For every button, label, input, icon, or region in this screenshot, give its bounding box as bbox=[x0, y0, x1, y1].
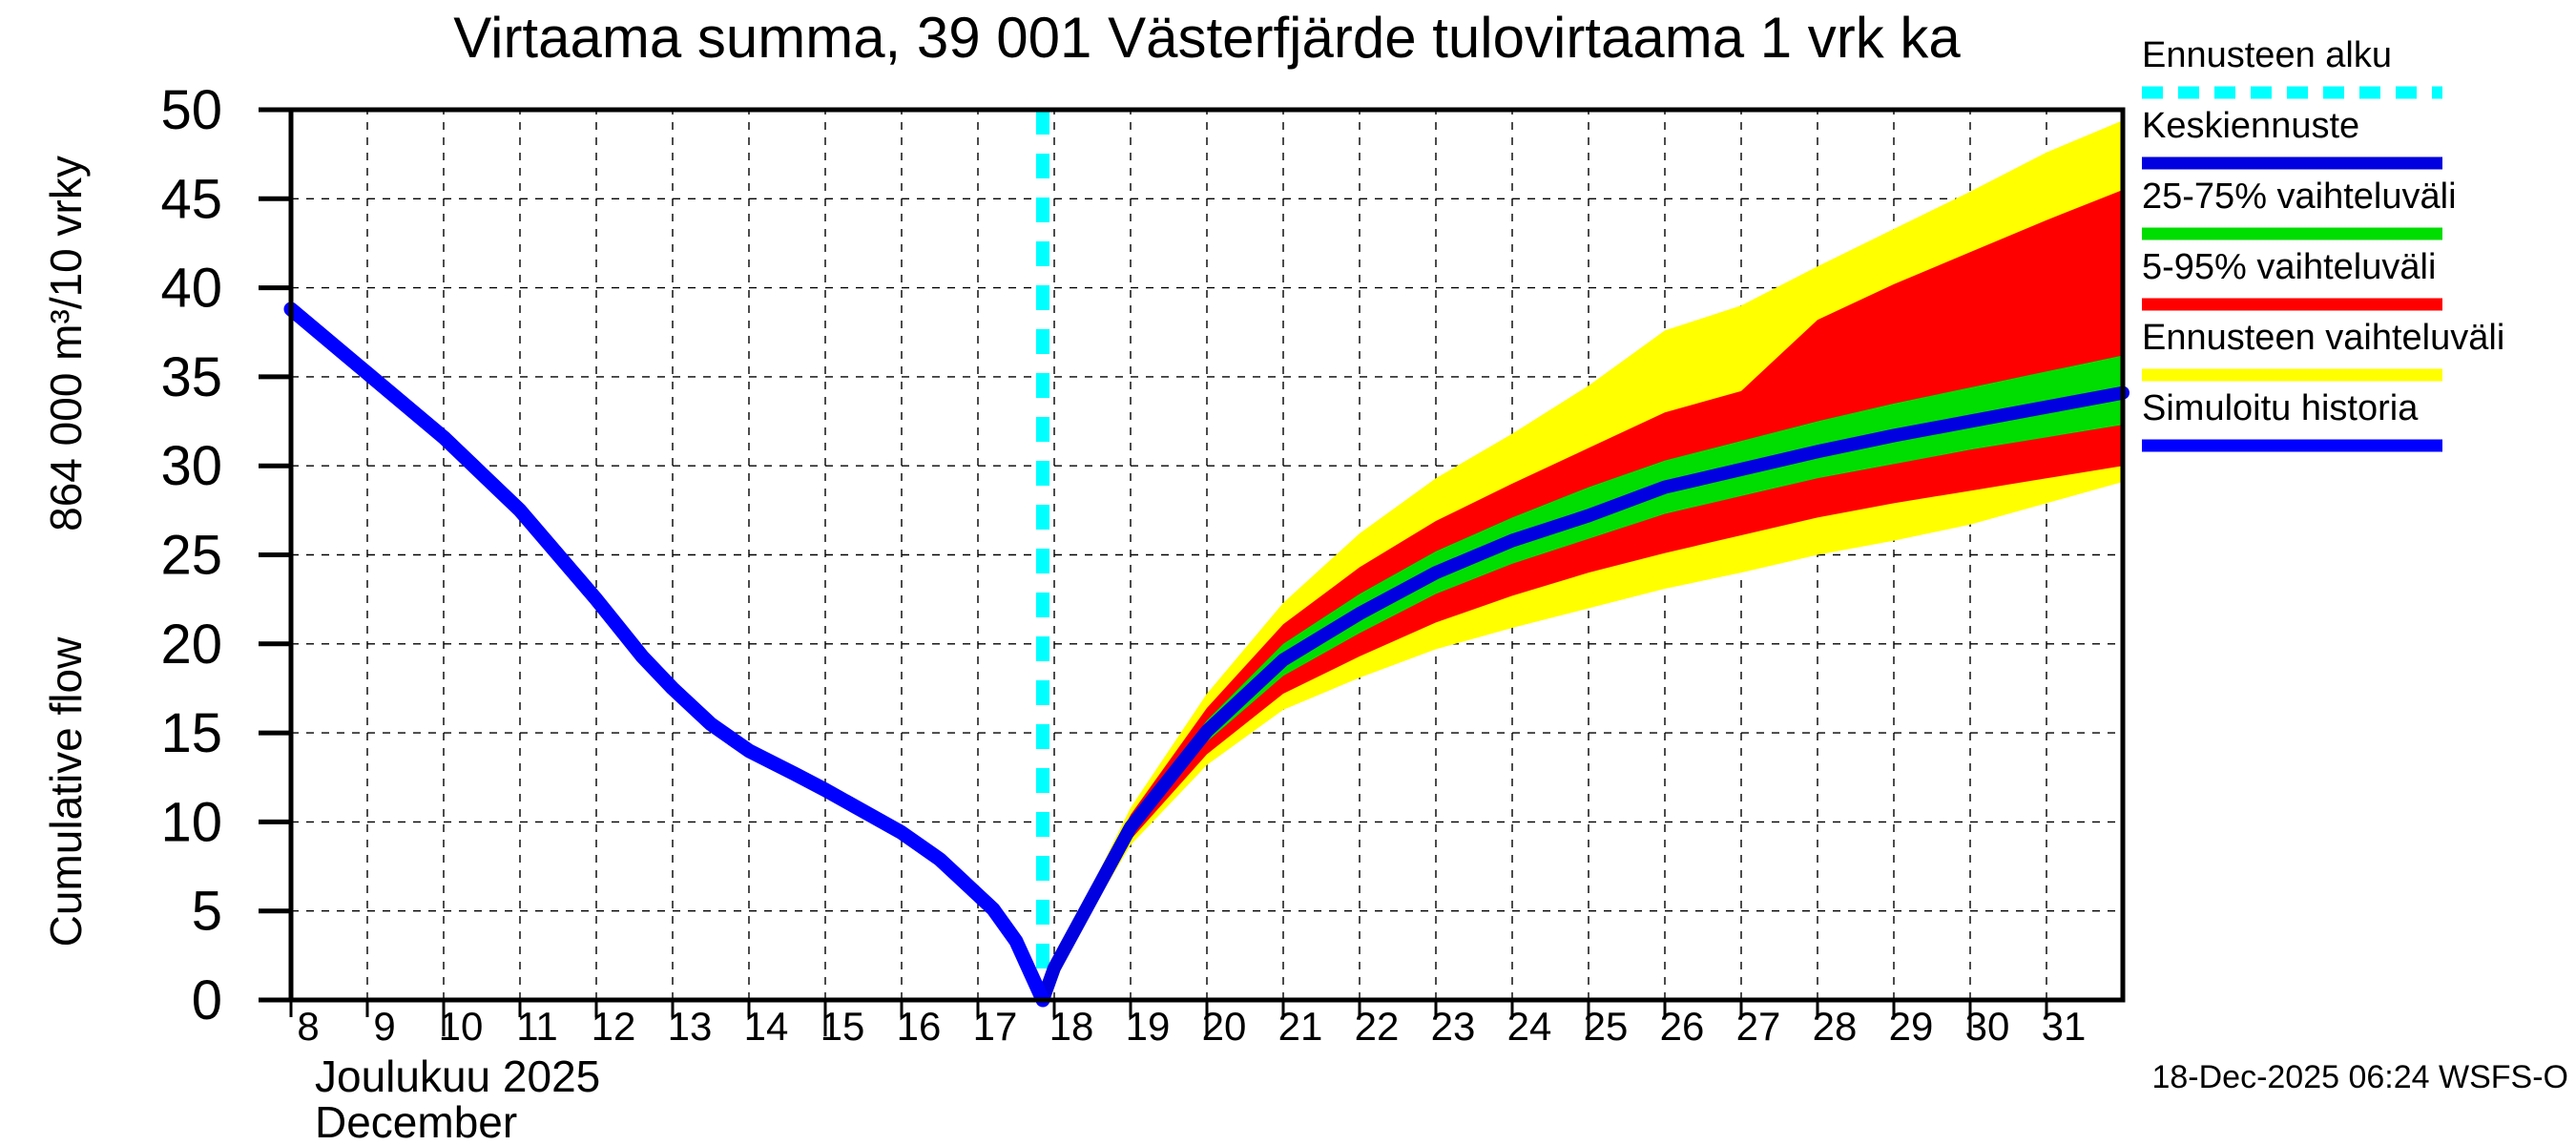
y-tick-label: 25 bbox=[160, 525, 222, 587]
x-axis-month-en: December bbox=[315, 1097, 517, 1145]
x-tick-label: 27 bbox=[1736, 1004, 1781, 1049]
data-lines bbox=[283, 302, 2129, 1008]
legend-label: Keskiennuste bbox=[2142, 106, 2359, 146]
x-tick-label: 26 bbox=[1660, 1004, 1705, 1049]
x-tick-label: 22 bbox=[1355, 1004, 1400, 1049]
x-tick-label: 14 bbox=[744, 1004, 789, 1049]
y-tick-label: 30 bbox=[160, 435, 222, 497]
plot-frame-and-ticks bbox=[259, 107, 2126, 1036]
forecast-bands bbox=[1043, 120, 2123, 1001]
x-tick-label: 11 bbox=[516, 1004, 558, 1049]
legend-item: 5-95% vaihteluväli bbox=[2142, 247, 2442, 311]
y-tick-label: 0 bbox=[192, 969, 222, 1031]
median-forecast-line bbox=[1036, 385, 2129, 1007]
y-tick-label: 20 bbox=[160, 614, 222, 676]
x-tick-label: 29 bbox=[1889, 1004, 1934, 1049]
x-tick-label: 17 bbox=[973, 1004, 1018, 1049]
legend-item: 25-75% vaihteluväli bbox=[2142, 177, 2457, 240]
x-tick-label: 31 bbox=[2042, 1004, 2087, 1049]
y-tick-labels: 0 5 10 15 20 25 30 35 40 45 50 bbox=[160, 79, 222, 1031]
legend-item: Ennusteen vaihteluväli bbox=[2142, 318, 2504, 382]
y-tick-label: 40 bbox=[160, 258, 222, 320]
x-tick-label: 19 bbox=[1126, 1004, 1171, 1049]
x-tick-label: 20 bbox=[1202, 1004, 1247, 1049]
y-tick-label: 10 bbox=[160, 791, 222, 853]
y-tick-label: 5 bbox=[192, 881, 222, 943]
x-tick-label: 12 bbox=[592, 1004, 636, 1049]
x-tick-label: 13 bbox=[668, 1004, 713, 1049]
timestamp: 18-Dec-2025 06:24 WSFS-O bbox=[2151, 1059, 2568, 1095]
y-tick-label: 35 bbox=[160, 346, 222, 408]
y-axis-label-unit: 864 000 m³/10 vrky bbox=[41, 156, 91, 531]
y-tick-label: 50 bbox=[160, 79, 222, 141]
legend: Ennusteen alku Keskiennuste 25-75% vaihtel… bbox=[2142, 35, 2504, 452]
legend-label: 5-95% vaihteluväli bbox=[2142, 247, 2436, 287]
x-tick-label: 9 bbox=[373, 1004, 395, 1049]
x-tick-labels: 8 9 10 11 12 13 14 15 16 17 18 19 20 21 22 23 24 25 26 27 28… bbox=[297, 1004, 2086, 1049]
x-tick-label: 16 bbox=[897, 1004, 942, 1049]
legend-item: Ennusteen alku bbox=[2142, 35, 2442, 99]
y-tick-label: 45 bbox=[160, 168, 222, 230]
x-tick-label: 30 bbox=[1965, 1004, 2010, 1049]
y-axis-label-name: Cumulative flow bbox=[41, 636, 91, 947]
x-tick-label: 15 bbox=[821, 1004, 865, 1049]
x-axis-month-fi: Joulukuu 2025 bbox=[315, 1051, 600, 1101]
legend-label: Simuloitu historia bbox=[2142, 388, 2419, 428]
legend-item: Keskiennuste bbox=[2142, 106, 2442, 170]
legend-label: Ennusteen alku bbox=[2142, 35, 2392, 75]
y-tick-label: 15 bbox=[160, 702, 222, 764]
legend-item: Simuloitu historia bbox=[2142, 388, 2442, 452]
x-tick-label: 8 bbox=[297, 1004, 319, 1049]
legend-label: Ennusteen vaihteluväli bbox=[2142, 318, 2504, 358]
x-tick-label: 21 bbox=[1278, 1004, 1323, 1049]
legend-label: 25-75% vaihteluväli bbox=[2142, 177, 2457, 217]
x-tick-label: 28 bbox=[1813, 1004, 1858, 1049]
history-line bbox=[283, 302, 1050, 1008]
x-tick-label: 10 bbox=[439, 1004, 484, 1049]
x-tick-label: 25 bbox=[1584, 1004, 1629, 1049]
chart-title: Virtaama summa, 39 001 Västerfjärde tulo… bbox=[453, 6, 1961, 70]
x-tick-label: 18 bbox=[1049, 1004, 1094, 1049]
x-tick-label: 24 bbox=[1507, 1004, 1552, 1049]
x-tick-label: 23 bbox=[1431, 1004, 1476, 1049]
band-5-95 bbox=[1043, 189, 2123, 1001]
